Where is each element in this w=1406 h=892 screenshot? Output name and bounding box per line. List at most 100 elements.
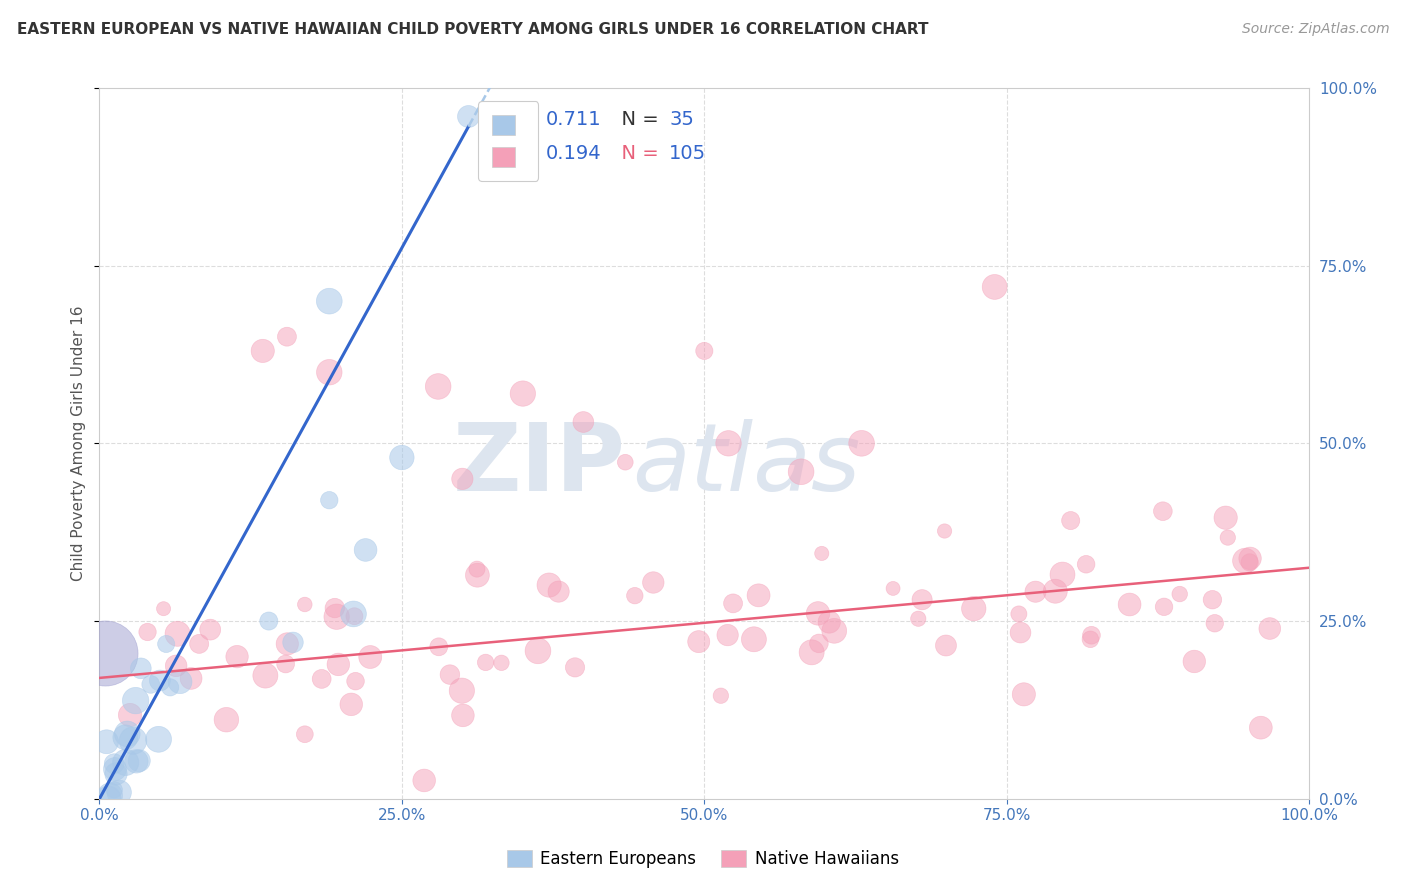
- Point: [152, 601, 174, 615]
- Point: [148, 732, 170, 747]
- Point: [294, 727, 316, 741]
- Point: [1201, 592, 1223, 607]
- Text: R =: R =: [491, 111, 533, 129]
- Point: [457, 109, 479, 123]
- Point: [963, 601, 986, 615]
- Point: [688, 634, 710, 648]
- Point: [572, 415, 595, 429]
- Point: [325, 609, 347, 624]
- Point: [748, 588, 770, 602]
- Point: [1239, 556, 1261, 570]
- Point: [139, 677, 162, 691]
- Point: [450, 683, 472, 698]
- Point: [118, 708, 141, 723]
- Point: [717, 628, 740, 642]
- Point: [103, 756, 125, 771]
- Point: [96, 735, 118, 749]
- Point: [807, 607, 830, 621]
- Point: [318, 365, 340, 379]
- Point: [128, 754, 150, 768]
- Point: [935, 639, 957, 653]
- Point: [257, 614, 280, 628]
- Point: [252, 343, 274, 358]
- Point: [274, 657, 297, 671]
- Point: [1012, 687, 1035, 701]
- Point: [823, 624, 845, 638]
- Point: [467, 568, 489, 582]
- Point: [104, 762, 127, 776]
- Text: ZIP: ZIP: [453, 418, 626, 510]
- Point: [281, 635, 304, 649]
- Point: [328, 657, 350, 672]
- Point: [1010, 625, 1032, 640]
- Point: [1080, 632, 1102, 647]
- Point: [451, 708, 474, 723]
- Point: [114, 731, 136, 745]
- Text: atlas: atlas: [631, 419, 860, 510]
- Point: [188, 637, 211, 651]
- Point: [200, 623, 222, 637]
- Point: [693, 343, 716, 358]
- Point: [934, 524, 956, 538]
- Point: [742, 632, 765, 647]
- Point: [342, 607, 364, 621]
- Point: [624, 589, 647, 603]
- Point: [1153, 599, 1175, 614]
- Point: [215, 713, 238, 727]
- Point: [717, 436, 740, 450]
- Point: [254, 668, 277, 682]
- Point: [117, 727, 139, 741]
- Point: [1168, 587, 1191, 601]
- Point: [527, 644, 550, 658]
- Point: [108, 785, 131, 799]
- Text: N =: N =: [609, 144, 665, 163]
- Text: EASTERN EUROPEAN VS NATIVE HAWAIIAN CHILD POVERTY AMONG GIRLS UNDER 16 CORRELATI: EASTERN EUROPEAN VS NATIVE HAWAIIAN CHIL…: [17, 22, 928, 37]
- Point: [1025, 584, 1047, 599]
- Text: 35: 35: [669, 111, 695, 129]
- Point: [810, 546, 832, 560]
- Point: [124, 693, 146, 707]
- Text: 0.711: 0.711: [546, 111, 602, 129]
- Point: [643, 575, 665, 590]
- Point: [169, 674, 191, 689]
- Point: [1152, 504, 1174, 518]
- Legend: Eastern Europeans, Native Hawaiians: Eastern Europeans, Native Hawaiians: [501, 843, 905, 875]
- Point: [1216, 531, 1239, 545]
- Point: [103, 782, 125, 797]
- Point: [1074, 558, 1097, 572]
- Point: [721, 596, 744, 610]
- Point: [165, 658, 187, 673]
- Point: [547, 584, 569, 599]
- Text: Source: ZipAtlas.com: Source: ZipAtlas.com: [1241, 22, 1389, 37]
- Point: [311, 672, 333, 686]
- Point: [439, 667, 461, 681]
- Point: [343, 609, 366, 624]
- Text: R =: R =: [491, 144, 533, 163]
- Point: [125, 755, 148, 769]
- Point: [911, 592, 934, 607]
- Point: [94, 646, 117, 660]
- Point: [1234, 554, 1257, 568]
- Point: [564, 660, 586, 674]
- Point: [465, 562, 488, 576]
- Point: [1215, 510, 1237, 524]
- Y-axis label: Child Poverty Among Girls Under 16: Child Poverty Among Girls Under 16: [72, 306, 86, 581]
- Point: [1080, 628, 1102, 642]
- Point: [226, 649, 249, 664]
- Point: [180, 672, 202, 686]
- Point: [323, 601, 346, 615]
- Point: [512, 386, 534, 401]
- Point: [1250, 721, 1272, 735]
- Point: [359, 650, 381, 665]
- Point: [538, 578, 561, 592]
- Point: [276, 329, 298, 343]
- Point: [818, 615, 841, 629]
- Point: [851, 436, 873, 450]
- Point: [159, 681, 181, 695]
- Point: [122, 733, 145, 747]
- Point: [1258, 622, 1281, 636]
- Point: [276, 637, 298, 651]
- Point: [97, 791, 120, 805]
- Point: [1052, 567, 1074, 582]
- Point: [294, 598, 316, 612]
